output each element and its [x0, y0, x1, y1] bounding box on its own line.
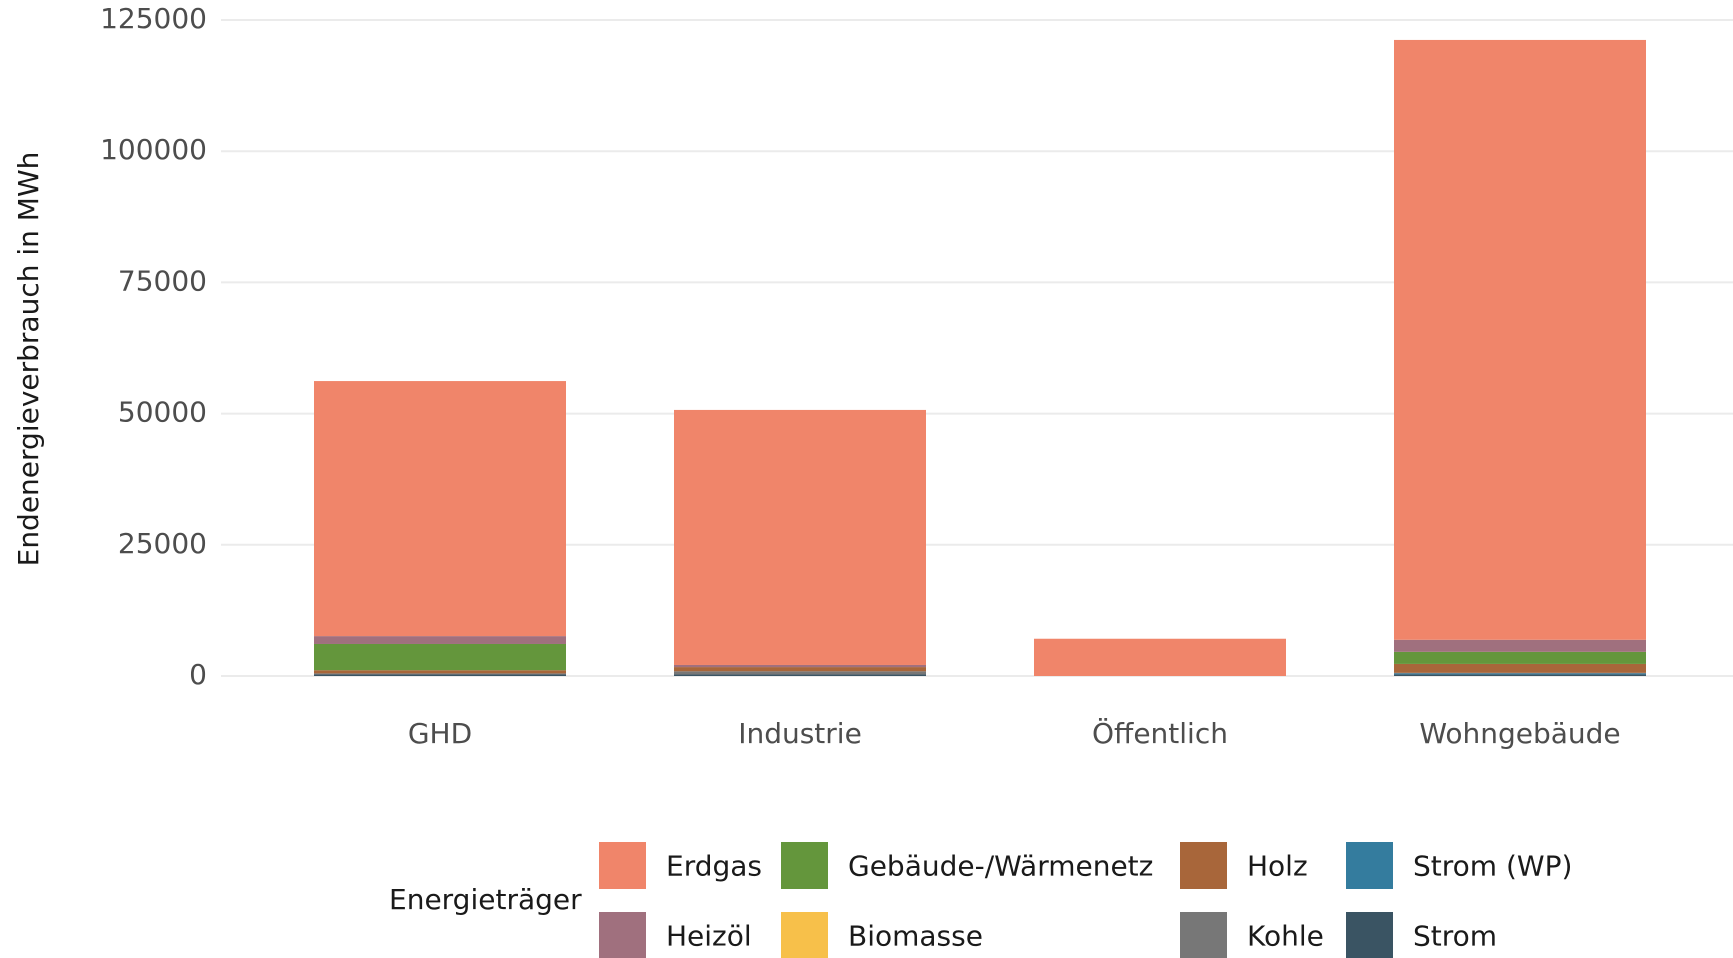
- y-tick-label: 125000: [100, 2, 207, 35]
- legend-label: Erdgas: [666, 850, 762, 883]
- legend-key: [1180, 912, 1227, 958]
- bar-segment: [674, 674, 926, 676]
- bar-segment: [674, 671, 926, 675]
- legend-label: Gebäude-/Wärmenetz: [848, 850, 1153, 883]
- bar-segment: [314, 673, 566, 675]
- y-tick-label: 75000: [118, 264, 207, 297]
- x-tick-label: GHD: [408, 717, 472, 750]
- y-tick-label: 0: [189, 658, 207, 691]
- bar-segment: [674, 409, 926, 665]
- bar-segment: [1394, 639, 1646, 652]
- y-tick-label: 25000: [118, 527, 207, 560]
- y-tick-label: 50000: [118, 396, 207, 429]
- bar-segment: [1394, 673, 1646, 675]
- legend-key: [781, 912, 828, 958]
- legend-title: Energieträger: [389, 883, 582, 916]
- bar-segment: [1394, 39, 1646, 640]
- legend-key: [1180, 842, 1227, 889]
- legend-label: Holz: [1247, 850, 1308, 883]
- x-tick-label: Industrie: [738, 717, 862, 750]
- y-tick-label: 100000: [100, 133, 207, 166]
- bar-segment: [674, 664, 926, 668]
- legend-key: [599, 912, 646, 958]
- bar-segment: [314, 636, 566, 644]
- bar-segment: [674, 667, 926, 672]
- x-tick-label: Wohngebäude: [1419, 717, 1620, 750]
- legend-label: Kohle: [1247, 920, 1324, 953]
- bar-segment: [314, 381, 566, 637]
- bar-segment: [314, 643, 566, 671]
- bar-segment: [1394, 674, 1646, 676]
- legend-label: Strom: [1413, 920, 1497, 953]
- legend-label: Strom (WP): [1413, 850, 1572, 883]
- y-axis-label: Endenergieverbrauch in MWh: [12, 152, 45, 567]
- bar-segment: [1394, 651, 1646, 664]
- legend-key: [1346, 842, 1393, 889]
- bar-segment: [314, 674, 566, 676]
- legend-label: Heizöl: [666, 920, 752, 953]
- legend-key: [781, 842, 828, 889]
- legend-key: [1346, 912, 1393, 958]
- bar-segment: [1394, 663, 1646, 673]
- bar-segment: [314, 670, 566, 674]
- x-tick-label: Öffentlich: [1092, 716, 1228, 750]
- bar-segment: [1034, 638, 1286, 676]
- legend-key: [599, 842, 646, 889]
- legend-label: Biomasse: [848, 920, 983, 953]
- bar-segment: [1394, 672, 1646, 674]
